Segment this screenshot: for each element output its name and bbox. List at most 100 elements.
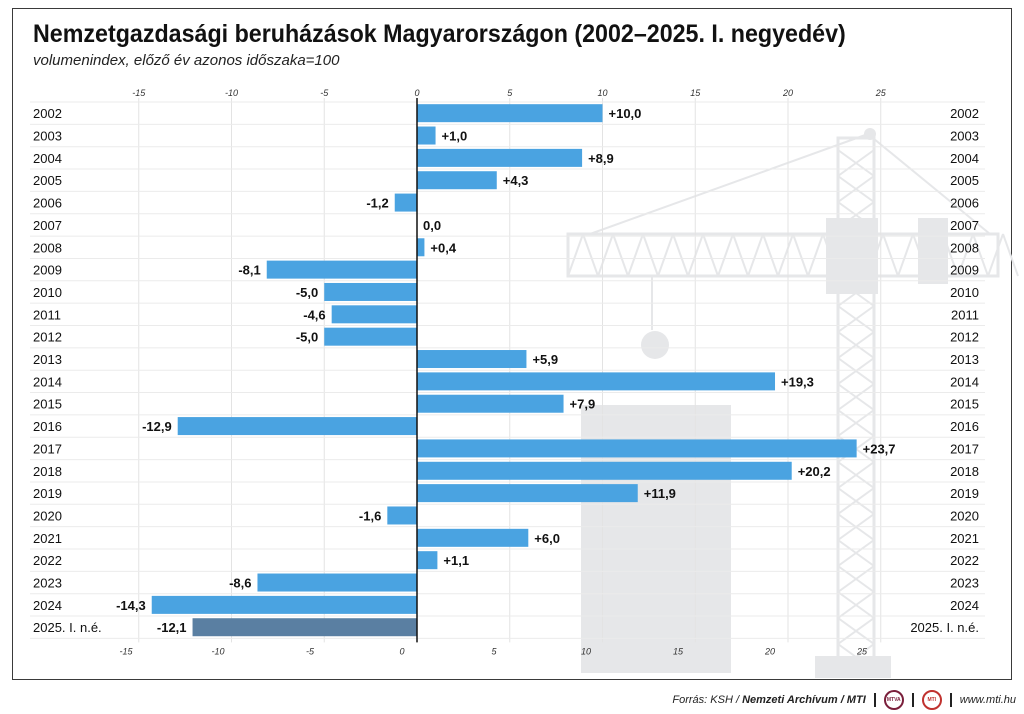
value-label: -5,0 (296, 330, 318, 345)
tick-label-top: 15 (690, 88, 701, 98)
value-label: -12,9 (142, 419, 172, 434)
crane-hook (641, 331, 669, 359)
crane-jib-brace (702, 233, 719, 277)
category-label-right: 2022 (950, 553, 979, 568)
value-label: 0,0 (423, 218, 441, 233)
value-label: +6,0 (534, 531, 560, 546)
value-label: +4,3 (503, 173, 529, 188)
value-label: -1,2 (366, 196, 388, 211)
axis-tick-labels: -15 -10 -5 0 5 10 15 20 25 -15 -10 -5 0 5 10 15 20 25 (119, 88, 886, 656)
bar (177, 417, 417, 436)
bar (417, 104, 603, 123)
category-label-right: 2018 (950, 464, 979, 479)
category-label-right: 2014 (950, 374, 979, 389)
value-label: -8,1 (238, 263, 260, 278)
tick-label-bottom: -5 (306, 646, 315, 656)
category-label-left: 2006 (33, 196, 62, 211)
crane-top (864, 128, 876, 140)
value-label: +0,4 (430, 240, 456, 255)
category-label-right: 2007 (950, 218, 979, 233)
value-label: -4,6 (303, 307, 325, 322)
category-label-right: 2020 (950, 508, 979, 523)
crane-brace (837, 149, 875, 177)
mti-logo-icon: MTI (921, 690, 942, 710)
crane-jib-brace (762, 233, 779, 277)
crane-brace (837, 539, 875, 567)
crane-brace (837, 617, 875, 645)
bar (417, 171, 497, 190)
tick-label-top: 0 (414, 88, 419, 98)
crane-counterweight (918, 218, 948, 284)
bar (324, 327, 417, 346)
category-label-right: 2003 (950, 129, 979, 144)
tick-label-bottom: 20 (764, 646, 775, 656)
crane-brace (837, 305, 875, 333)
crane-jib-brace (807, 233, 824, 277)
category-label-left: 2010 (33, 285, 62, 300)
crane-brace (837, 591, 875, 619)
crane-brace (837, 357, 875, 385)
category-label-left: 2021 (33, 531, 62, 546)
category-label-right: 2008 (950, 240, 979, 255)
mtva-logo-icon: MTVA (883, 690, 904, 710)
bar (417, 148, 583, 167)
bar (387, 506, 417, 525)
category-label-right: 2002 (950, 106, 979, 121)
bar (417, 461, 792, 480)
bar (151, 595, 418, 614)
footer-separator (949, 693, 952, 707)
crane-jib (566, 232, 1000, 278)
bar (417, 394, 564, 413)
category-label-right: 2019 (950, 486, 979, 501)
chart-subtitle: volumenindex, előző év azonos időszaka=1… (33, 52, 340, 69)
crane-jib-brace (957, 233, 974, 277)
crane-jib-brace (1002, 233, 1019, 277)
crane-jib-brace (732, 233, 749, 277)
category-label-right: 2004 (950, 151, 979, 166)
value-label: +10,0 (609, 106, 642, 121)
bar (417, 238, 425, 257)
tick-label-top: 10 (597, 88, 607, 98)
tick-label-bottom: 0 (399, 646, 404, 656)
crane-jib-brace (627, 233, 644, 277)
crane-jib-brace (642, 233, 659, 277)
category-label-right: 2012 (950, 330, 979, 345)
tick-label-top: -5 (320, 88, 329, 98)
crane-brace (837, 487, 875, 515)
crane-jib-brace (657, 233, 674, 277)
crane-jib-brace (672, 233, 689, 277)
category-label-left: 2016 (33, 419, 62, 434)
tick-label-bottom: 5 (491, 646, 497, 656)
category-label-left: 2025. I. n.é. (33, 620, 102, 635)
crane-jib-brace (747, 233, 764, 277)
category-label-left: 2015 (33, 397, 62, 412)
category-label-right: 2010 (950, 285, 979, 300)
bar (192, 618, 417, 637)
bar-series (151, 104, 857, 637)
value-label: +8,9 (588, 151, 614, 166)
crane-jib-brace (792, 233, 809, 277)
value-label: -8,6 (229, 576, 251, 591)
category-label-right: 2021 (950, 531, 979, 546)
bar (417, 484, 638, 503)
footer: Forrás: KSH / Nemzeti Archívum / MTI MTV… (672, 690, 1016, 710)
bar (257, 573, 417, 592)
category-label-left: 2024 (33, 598, 62, 613)
category-label-left: 2017 (33, 441, 62, 456)
category-label-right: 2009 (950, 263, 979, 278)
bar (266, 260, 417, 279)
website-link[interactable]: www.mti.hu (959, 694, 1016, 706)
category-label-right: 2015 (950, 397, 979, 412)
tick-label-bottom: 15 (673, 646, 684, 656)
bar (417, 372, 776, 391)
category-label-left: 2019 (33, 486, 62, 501)
category-label-left: 2014 (33, 374, 62, 389)
category-label-left: 2011 (33, 307, 61, 322)
crane-cable (589, 133, 869, 235)
value-label: +19,3 (781, 374, 814, 389)
category-label-right: 2024 (950, 598, 979, 613)
category-label-left: 2023 (33, 576, 62, 591)
tick-label-top: 5 (507, 88, 513, 98)
tick-label-top: 20 (782, 88, 793, 98)
